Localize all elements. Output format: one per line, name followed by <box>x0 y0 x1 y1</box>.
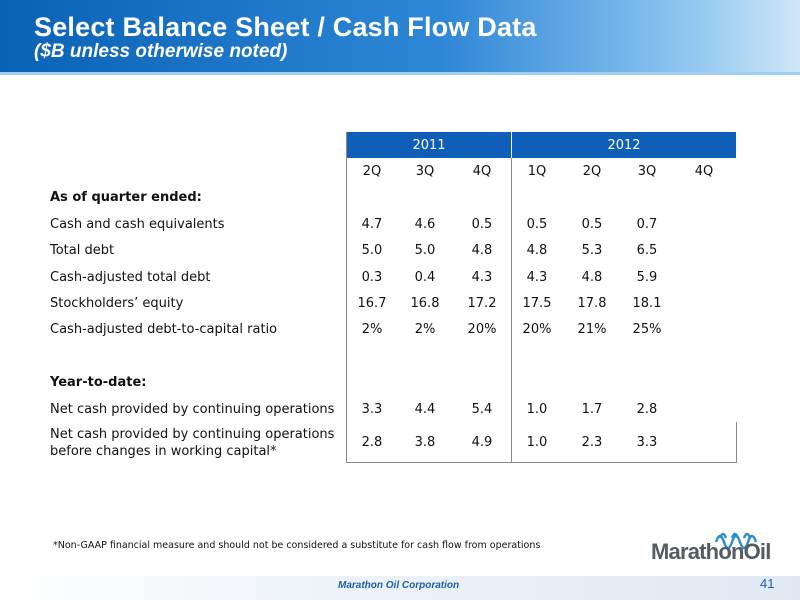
table-cell: 2% <box>346 316 397 344</box>
table-cell: 4.8 <box>453 237 512 264</box>
table-cell: 17.5 <box>522 296 552 312</box>
page-number: 41 <box>760 576 775 591</box>
logo-wordmark: MarathonOil <box>651 539 771 564</box>
table-cell: 0.5 <box>581 216 603 232</box>
marathon-oil-logo-icon <box>714 532 758 550</box>
table-cell: 4.6 <box>414 216 436 232</box>
table-cell: 5.0 <box>346 237 397 264</box>
table-cell <box>672 211 736 237</box>
table-cell: 5.0 <box>414 243 436 259</box>
table-cell: 5.3 <box>581 243 603 259</box>
page-subtitle: ($B unless otherwise noted) <box>34 41 288 62</box>
table-cell: 4.4 <box>414 401 436 417</box>
page-title: Select Balance Sheet / Cash Flow Data <box>34 12 537 42</box>
table-cell: 4.8 <box>581 269 603 285</box>
quarter-header: 4Q <box>694 164 714 180</box>
table-cell: 4.3 <box>526 269 548 285</box>
table-cell: 16.8 <box>410 296 440 312</box>
row-label: Cash-adjusted total debt <box>50 269 211 285</box>
table-cell: 1.0 <box>526 401 548 417</box>
table-row: Cash-adjusted debt-to-capital ratio 2% 2… <box>44 316 736 344</box>
table-cell: 5.9 <box>636 269 658 285</box>
table-row: Cash and cash equivalents 4.7 4.6 0.5 0.… <box>44 211 736 238</box>
table-cell: 17.8 <box>577 296 607 312</box>
table-cell: 6.5 <box>636 243 658 259</box>
table-cell: 3.3 <box>346 395 397 423</box>
table-cell: 2.3 <box>562 422 622 464</box>
data-table: 2011 2012 2Q 3Q 4Q 1Q 2Q 3Q 4Q As of qua… <box>44 132 737 464</box>
table-cell: 2.8 <box>346 422 397 464</box>
table-cell <box>672 290 736 316</box>
footer-bar <box>0 576 800 600</box>
section-header-row: As of quarter ended: <box>44 184 736 212</box>
row-label-line2: before changes in working capital* <box>50 443 277 459</box>
footer-company: Marathon Oil Corporation <box>338 580 460 591</box>
table-cell: 1.0 <box>511 422 562 464</box>
quarter-header: 3Q <box>415 164 435 180</box>
row-label-line1: Net cash provided by continuing operatio… <box>50 426 335 442</box>
quarter-header: 2Q <box>346 158 397 185</box>
table-cell: 20% <box>453 316 512 344</box>
table-cell <box>672 317 736 343</box>
table-cell: 3.3 <box>622 422 672 464</box>
table-cell <box>672 396 736 422</box>
table-cell: 0.3 <box>346 263 397 291</box>
table-cell: 4.7 <box>346 211 397 238</box>
section-label-quarter-ended: As of quarter ended: <box>50 190 202 206</box>
quarter-header: 4Q <box>453 158 512 185</box>
table-cell: 25% <box>632 322 662 338</box>
title-banner: Select Balance Sheet / Cash Flow Data ($… <box>0 0 800 75</box>
table-cell <box>672 264 736 290</box>
table-cell: 0.7 <box>636 216 658 232</box>
section-label-year-to-date: Year-to-date: <box>50 375 147 391</box>
table-cell: 1.7 <box>581 401 603 417</box>
spacer-row <box>44 343 736 370</box>
footnote: *Non-GAAP financial measure and should n… <box>53 540 541 551</box>
table-row: Stockholders’ equity 16.7 16.8 17.2 17.5… <box>44 290 736 317</box>
table-cell: 0.5 <box>453 211 512 238</box>
table-row: Net cash provided by continuing operatio… <box>44 422 737 464</box>
table-cell: 2% <box>414 322 436 338</box>
table-cell: 17.2 <box>453 290 512 317</box>
table-cell: 4.8 <box>526 243 548 259</box>
quarter-header-row: 2Q 3Q 4Q 1Q 2Q 3Q 4Q <box>44 158 736 185</box>
table-cell <box>672 238 736 264</box>
year-header-row: 2011 2012 <box>44 132 736 159</box>
table-cell: 21% <box>577 322 607 338</box>
table-cell <box>672 422 737 464</box>
table-row: Total debt 5.0 5.0 4.8 4.8 5.3 6.5 <box>44 237 736 264</box>
row-label: Cash-adjusted debt-to-capital ratio <box>50 322 278 338</box>
quarter-header: 3Q <box>637 164 657 180</box>
quarter-header: 2Q <box>582 164 602 180</box>
table-cell: 18.1 <box>632 296 662 312</box>
table-cell: 2.8 <box>636 401 658 417</box>
row-label: Cash and cash equivalents <box>50 216 225 232</box>
table-cell: 0.4 <box>414 269 436 285</box>
table-cell: 20% <box>522 322 552 338</box>
row-label: Net cash provided by continuing operatio… <box>50 401 335 417</box>
section-header-row: Year-to-date: <box>44 369 736 396</box>
table-cell: 0.5 <box>526 216 548 232</box>
table-row: Net cash provided by continuing operatio… <box>44 395 736 423</box>
year-2011-header: 2011 <box>346 132 512 159</box>
table-cell: 3.8 <box>397 422 453 464</box>
row-label: Net cash provided by continuing operatio… <box>44 422 347 463</box>
year-2012-header: 2012 <box>511 132 736 159</box>
table-cell: 4.3 <box>453 263 512 291</box>
table-cell: 5.4 <box>453 395 512 423</box>
table-cell: 4.9 <box>453 422 512 464</box>
row-label: Total debt <box>50 243 115 259</box>
quarter-header: 1Q <box>527 164 547 180</box>
row-label: Stockholders’ equity <box>50 296 184 312</box>
table-cell: 16.7 <box>346 290 397 317</box>
table-row: Cash-adjusted total debt 0.3 0.4 4.3 4.3… <box>44 263 736 291</box>
